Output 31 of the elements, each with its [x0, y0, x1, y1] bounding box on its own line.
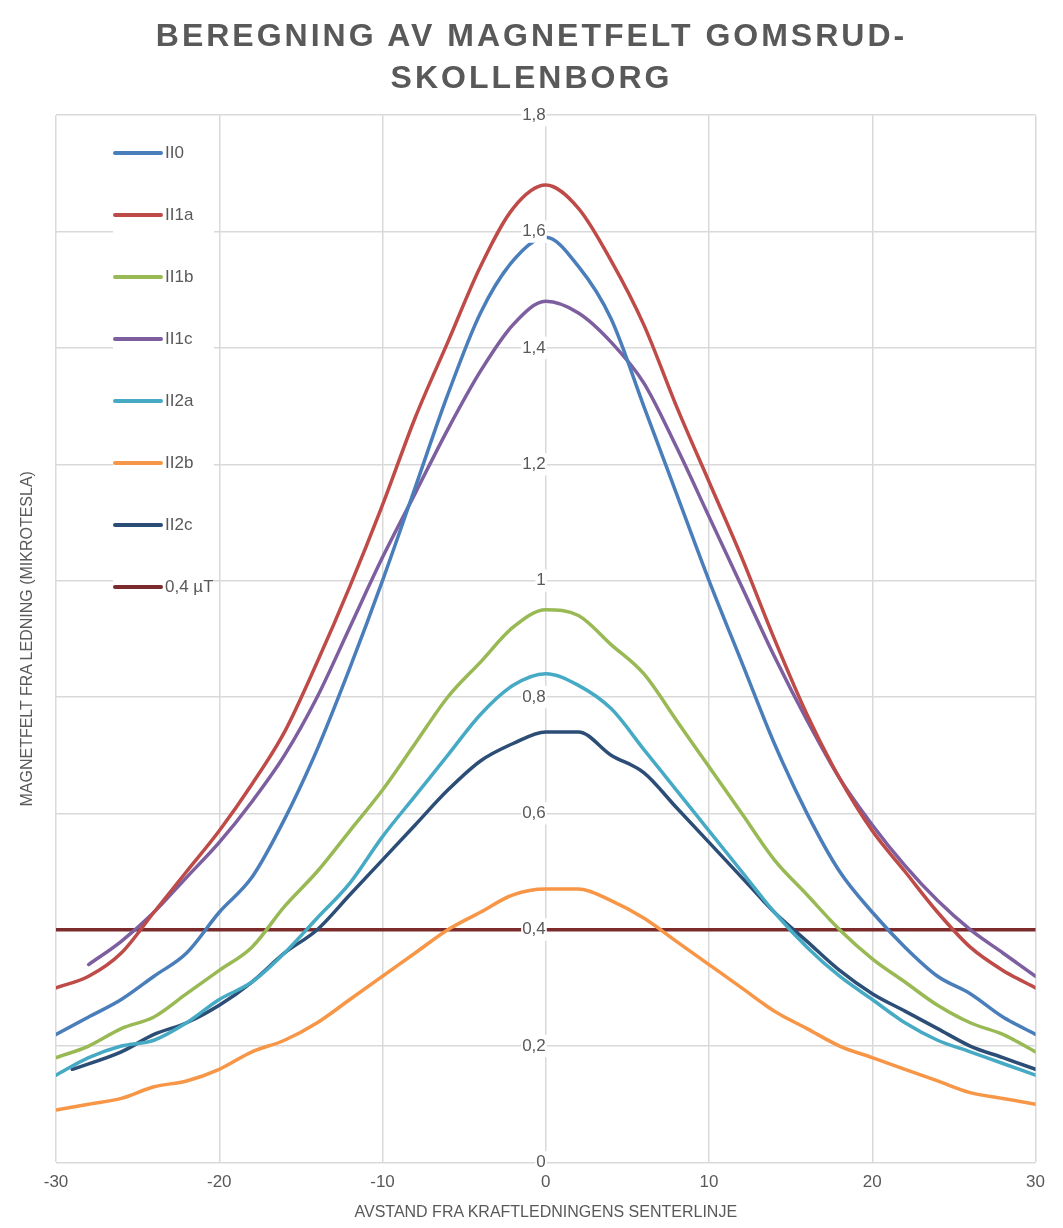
y-tick-label: 1,4	[522, 337, 546, 357]
x-axis-title: AVSTAND FRA KRAFTLEDNINGENS SENTERLINJE	[354, 1202, 738, 1220]
y-tick-label: 1,8	[522, 104, 546, 124]
line-series	[56, 887, 1036, 1112]
y-tick-label: 1	[536, 570, 546, 590]
y-tick-label: 0,8	[522, 686, 546, 706]
legend-label: II1c	[165, 329, 193, 349]
y-tick-label: 0,4	[522, 919, 546, 939]
legend-label: II0	[165, 143, 184, 163]
line-series	[86, 299, 1036, 978]
legend-label: 0,4 µT	[165, 577, 214, 597]
y-tick-label: 0,6	[522, 803, 546, 823]
x-tick-label: -10	[370, 1172, 395, 1192]
y-tick-label: 0	[536, 1152, 546, 1172]
legend-label: II2b	[165, 453, 194, 473]
legend-label: II1a	[165, 205, 194, 225]
y-tick-label: 0,2	[522, 1035, 546, 1055]
y-axis-title: MAGNETFELT FRA LEDNING (MIKROTESLA)	[18, 471, 36, 807]
y-tick-label: 1,6	[522, 221, 546, 241]
x-tick-label: 30	[1026, 1172, 1046, 1192]
legend-label: II2a	[165, 391, 194, 411]
x-tick-label: 10	[699, 1172, 719, 1192]
chart-title: BEREGNING AV MAGNETFELT GOMSRUD-SKOLLENBORG	[154, 16, 909, 97]
x-tick-label: -20	[206, 1172, 232, 1192]
line-series	[56, 607, 1036, 1060]
x-tick-label: -30	[43, 1172, 69, 1192]
legend-label: II2c	[165, 515, 193, 535]
line-series	[56, 671, 1036, 1077]
legend-label: II1b	[165, 267, 194, 287]
x-tick-label: 20	[862, 1172, 882, 1192]
y-tick-label: 1,2	[522, 453, 546, 473]
